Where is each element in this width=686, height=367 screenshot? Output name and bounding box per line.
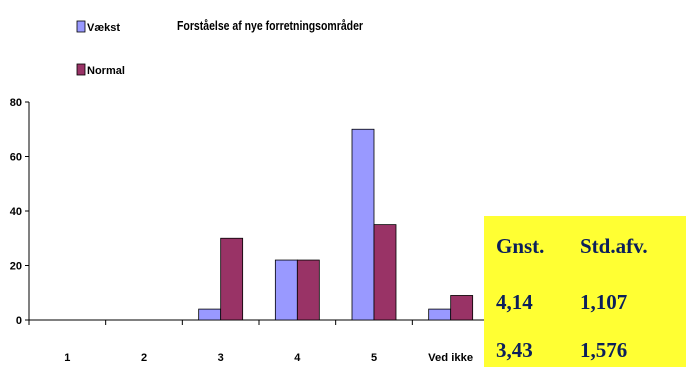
x-tick-label: 1 — [64, 352, 70, 364]
legend-label-normal: Normal — [87, 65, 125, 77]
legend-swatch-vaekst — [76, 20, 86, 33]
x-tick-label: 5 — [371, 352, 377, 364]
bar-normal-3 — [296, 259, 320, 321]
bar-vaekst-3 — [274, 259, 298, 321]
y-tick-label: 80 — [10, 97, 22, 109]
bar-normal-2 — [220, 237, 244, 321]
stats-header-std: Std.afv. — [580, 234, 648, 258]
y-tick-label: 60 — [10, 152, 22, 164]
axes: 0 20 40 60 80 1 2 3 4 5 Ved ikke — [10, 97, 490, 364]
stats-header-mean: Gnst. — [496, 234, 545, 258]
chart-title: Forståelse af nye forretningsområder — [177, 18, 363, 33]
stats-row1-mean: 4,14 — [496, 290, 533, 314]
stats-row2-mean: 3,43 — [496, 338, 533, 362]
x-tick-label: 2 — [141, 352, 147, 364]
stats-row1-std: 1,107 — [580, 290, 628, 314]
y-tick-label: 20 — [10, 261, 22, 273]
bar-vaekst-2 — [198, 308, 222, 321]
x-tick-label: 3 — [218, 352, 224, 364]
bar-vaekst-5 — [428, 308, 452, 321]
stats-table: Gnst. Std.afv. 4,14 1,107 3,43 1,576 — [484, 216, 686, 367]
stats-row2-std: 1,576 — [580, 338, 628, 362]
y-tick-label: 40 — [10, 206, 22, 218]
legend-swatch-normal — [76, 63, 86, 76]
bar-vaekst-4 — [351, 128, 375, 321]
y-tick-label: 0 — [16, 315, 22, 327]
legend-label-vaekst: Vækst — [87, 22, 120, 34]
bar-normal-5 — [450, 295, 474, 321]
legend: Vækst Normal — [76, 20, 125, 77]
x-tick-label: 4 — [294, 352, 301, 364]
bar-normal-4 — [373, 224, 397, 321]
x-tick-label: Ved ikke — [428, 352, 473, 364]
bars — [198, 128, 474, 321]
